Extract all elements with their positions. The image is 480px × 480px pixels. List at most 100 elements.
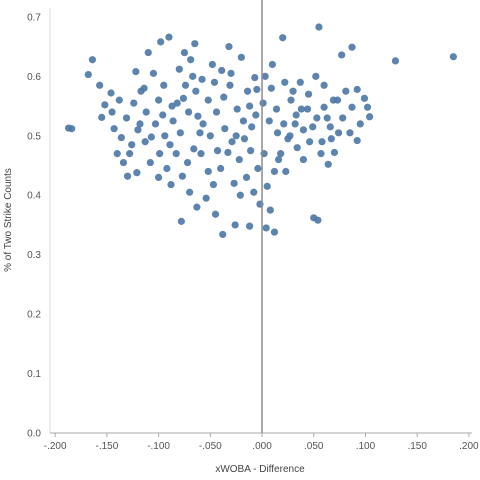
data-point bbox=[132, 68, 140, 76]
data-point bbox=[318, 138, 326, 146]
data-point bbox=[218, 66, 226, 75]
data-point bbox=[68, 125, 76, 133]
data-point bbox=[117, 133, 125, 142]
data-point bbox=[142, 108, 150, 116]
data-point bbox=[221, 125, 229, 133]
data-point bbox=[130, 99, 138, 107]
data-point bbox=[157, 38, 165, 46]
x-tick-label: -.050 bbox=[199, 441, 222, 452]
data-point bbox=[236, 191, 244, 199]
data-point bbox=[122, 114, 131, 122]
data-point bbox=[194, 112, 202, 120]
data-point bbox=[265, 117, 273, 125]
data-point bbox=[156, 150, 164, 158]
data-point bbox=[199, 120, 207, 128]
data-point bbox=[206, 132, 214, 140]
data-point bbox=[299, 126, 308, 134]
data-point bbox=[177, 217, 185, 225]
data-point bbox=[219, 230, 227, 239]
data-point bbox=[252, 111, 260, 119]
data-point bbox=[346, 129, 354, 137]
data-point bbox=[146, 158, 154, 167]
data-point bbox=[101, 101, 109, 109]
data-point bbox=[273, 129, 282, 137]
data-point bbox=[209, 180, 218, 189]
data-point bbox=[173, 99, 181, 107]
data-point bbox=[334, 129, 343, 137]
data-point bbox=[190, 145, 198, 153]
data-point bbox=[144, 48, 152, 57]
data-point bbox=[348, 103, 356, 111]
data-point bbox=[297, 105, 305, 113]
data-point bbox=[225, 43, 233, 51]
y-tick-label: 0.3 bbox=[27, 250, 41, 261]
data-point bbox=[202, 194, 210, 202]
data-point bbox=[213, 147, 222, 155]
data-point bbox=[262, 224, 270, 232]
data-point bbox=[175, 65, 183, 73]
y-tick-label: 0.2 bbox=[27, 310, 41, 321]
y-axis-title: % of Two Strike Counts bbox=[3, 168, 14, 272]
data-point bbox=[342, 87, 350, 95]
data-point bbox=[306, 138, 314, 146]
x-tick-label: .150 bbox=[407, 441, 427, 452]
data-point bbox=[172, 150, 180, 158]
data-point bbox=[314, 216, 322, 224]
data-point bbox=[232, 132, 240, 140]
data-point bbox=[133, 169, 141, 177]
x-tick-label: -.100 bbox=[147, 441, 170, 452]
data-point bbox=[176, 129, 184, 137]
data-point bbox=[243, 87, 252, 95]
data-point bbox=[277, 150, 285, 158]
data-point bbox=[323, 114, 331, 122]
data-point bbox=[165, 33, 173, 41]
data-point bbox=[98, 113, 106, 121]
y-tick-label: 0.5 bbox=[27, 131, 41, 142]
data-point bbox=[250, 188, 258, 196]
data-point bbox=[315, 23, 323, 31]
y-tick-label: 0.1 bbox=[27, 369, 41, 380]
data-point bbox=[163, 164, 171, 173]
data-point bbox=[155, 96, 163, 104]
data-point bbox=[84, 70, 92, 79]
data-point bbox=[204, 167, 212, 176]
data-point bbox=[193, 203, 201, 211]
data-point bbox=[329, 96, 338, 104]
x-axis-title: xWOBA - Difference bbox=[215, 464, 305, 475]
tick-labels: -.200 -.150 -.100 -.050 .000 .050 .100 .150 .200… bbox=[27, 12, 479, 452]
data-point bbox=[270, 167, 279, 176]
data-point bbox=[184, 108, 193, 116]
data-point bbox=[137, 87, 145, 95]
data-point bbox=[149, 69, 158, 77]
data-point bbox=[167, 180, 175, 189]
data-point bbox=[287, 96, 295, 104]
data-point bbox=[281, 78, 289, 86]
data-point bbox=[363, 103, 372, 111]
data-point bbox=[366, 113, 374, 121]
data-point bbox=[246, 102, 254, 110]
x-tick-label: .050 bbox=[304, 441, 324, 452]
data-point bbox=[320, 103, 328, 111]
y-tick-label: 0.7 bbox=[27, 12, 41, 23]
data-point bbox=[289, 87, 297, 95]
data-point bbox=[317, 150, 325, 158]
data-point bbox=[134, 126, 142, 134]
data-point bbox=[286, 132, 294, 140]
data-point bbox=[196, 129, 204, 137]
x-tick-label: .100 bbox=[356, 441, 376, 452]
data-point bbox=[136, 120, 144, 128]
data-point bbox=[119, 158, 128, 167]
data-point bbox=[270, 228, 279, 236]
data-point bbox=[312, 72, 320, 80]
data-point bbox=[187, 56, 195, 64]
data-point bbox=[107, 89, 115, 97]
data-point bbox=[293, 144, 301, 152]
x-tick-label: -.200 bbox=[44, 441, 67, 452]
data-point bbox=[126, 150, 134, 158]
y-tick-label: 0.4 bbox=[27, 191, 41, 202]
data-point bbox=[296, 78, 304, 86]
data-point bbox=[353, 85, 361, 94]
x-tick-label: .200 bbox=[459, 441, 479, 452]
data-point bbox=[261, 72, 269, 80]
